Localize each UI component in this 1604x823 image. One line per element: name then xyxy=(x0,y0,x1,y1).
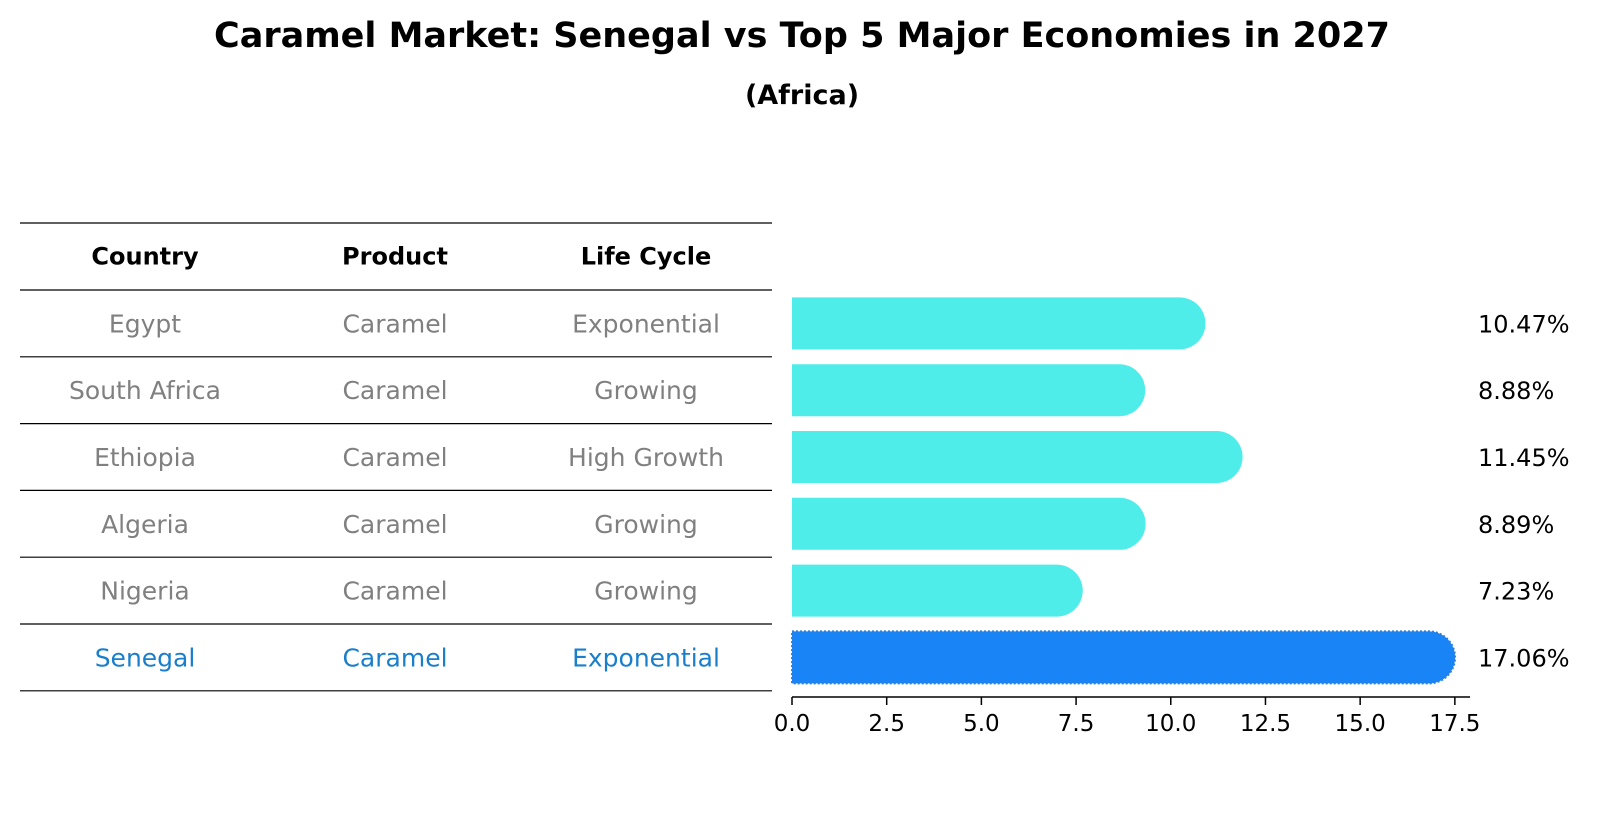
table-row: Ethiopia Caramel High Growth xyxy=(94,443,724,472)
table-row: South Africa Caramel Growing xyxy=(69,376,698,405)
table-cell-product: Caramel xyxy=(342,376,447,405)
bar-value-label: 7.23% xyxy=(1478,578,1554,606)
table-cell-life-cycle: Growing xyxy=(594,510,698,539)
table-cell-life-cycle: Exponential xyxy=(572,643,720,672)
bar-egypt xyxy=(792,297,1206,350)
bar-value-label: 8.89% xyxy=(1478,511,1554,539)
table-cell-product: Caramel xyxy=(342,510,447,539)
x-tick-label: 2.5 xyxy=(868,711,905,737)
x-axis: 0.0 2.5 5.0 7.5 10.0 12.5 15.0 17.5 xyxy=(774,696,1480,737)
table-row: Nigeria Caramel Growing xyxy=(100,577,697,606)
data-table: Country Product Life Cycle Egypt Caramel Expo… xyxy=(20,222,772,692)
table-cell-country: Ethiopia xyxy=(94,443,196,472)
x-tick-label: 7.5 xyxy=(1058,711,1095,737)
table-cell-product: Caramel xyxy=(342,443,447,472)
bar-value-label: 10.47% xyxy=(1478,310,1570,338)
table-cell-country: South Africa xyxy=(69,376,221,405)
table-cell-life-cycle: High Growth xyxy=(568,443,724,472)
x-tick-label: 17.5 xyxy=(1429,711,1480,737)
table-cell-country: Algeria xyxy=(101,510,189,539)
table-cell-product: Caramel xyxy=(342,577,447,606)
table-cell-product: Caramel xyxy=(342,643,447,672)
table-cell-country: Egypt xyxy=(109,309,181,338)
bar-value-label: 11.45% xyxy=(1478,444,1570,472)
table-row: Senegal Caramel Exponential xyxy=(95,643,720,672)
table-cell-life-cycle: Growing xyxy=(594,376,698,405)
table-cell-country: Senegal xyxy=(95,643,196,672)
bar-nigeria xyxy=(792,564,1083,617)
table-header-product: Product xyxy=(342,243,448,271)
table-cell-country: Nigeria xyxy=(100,577,189,606)
chart-subtitle: (Africa) xyxy=(744,80,860,111)
chart-title: Caramel Market: Senegal vs Top 5 Major E… xyxy=(214,16,1390,56)
table-cell-product: Caramel xyxy=(342,309,447,338)
bar-senegal xyxy=(791,630,1457,685)
x-tick-label: 10.0 xyxy=(1145,711,1196,737)
x-tick-label: 12.5 xyxy=(1240,711,1291,737)
table-header-life-cycle: Life Cycle xyxy=(581,243,712,271)
bar-south-africa xyxy=(792,364,1146,417)
x-tick-label: 5.0 xyxy=(963,711,1000,737)
bar-ethiopia xyxy=(792,431,1243,483)
table-cell-life-cycle: Exponential xyxy=(572,309,720,338)
x-tick-label: 15.0 xyxy=(1335,711,1386,737)
table-header-country: Country xyxy=(91,243,199,271)
bar-algeria xyxy=(792,497,1146,550)
table-cell-life-cycle: Growing xyxy=(594,577,698,606)
x-tick-label: 0.0 xyxy=(774,711,811,737)
table-row: Algeria Caramel Growing xyxy=(101,510,698,539)
bar-value-label: 17.06% xyxy=(1478,644,1570,672)
table-row: Egypt Caramel Exponential xyxy=(109,309,720,338)
bar-value-label: 8.88% xyxy=(1478,377,1554,405)
bar-plot: 10.47% 8.88% 11.45% 8.89% 7.23% 17.06% xyxy=(791,297,1570,685)
